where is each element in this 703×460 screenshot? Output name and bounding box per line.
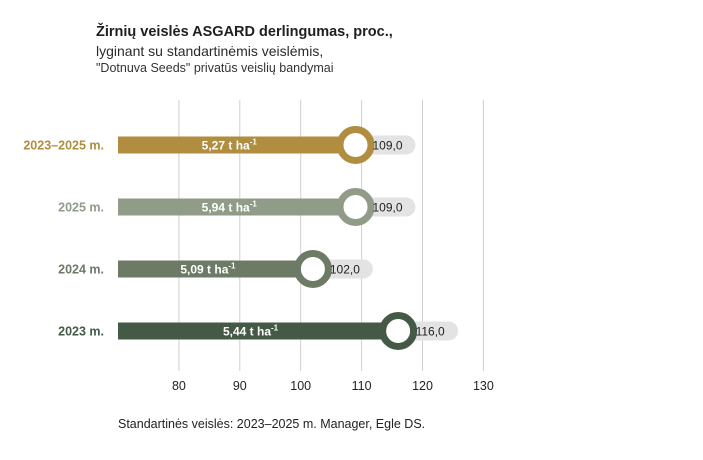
bars — [118, 126, 459, 350]
value-label: 102,0 — [330, 263, 360, 277]
unit-superscript: -1 — [228, 262, 236, 271]
bar-yield-label: 5,44 t ha-1 — [223, 324, 279, 339]
unit-superscript: -1 — [250, 200, 258, 209]
unit-superscript: -1 — [250, 138, 258, 147]
x-tick-label: 100 — [290, 379, 311, 393]
chart-title: Žirnių veislės ASGARD derlingumas, proc.… — [96, 24, 393, 40]
footnote: Standartinės veislės: 2023–2025 m. Manag… — [118, 417, 426, 431]
bar-yield-value: 5,94 t ha — [202, 201, 250, 215]
x-tick-label: 80 — [172, 379, 186, 393]
value-marker-ring — [336, 188, 375, 226]
bar — [118, 136, 356, 154]
value-marker-ring — [379, 312, 418, 350]
bar-yield-value: 5,27 t ha — [202, 139, 250, 153]
x-tick-label: 90 — [233, 379, 247, 393]
x-tick-label: 130 — [473, 379, 494, 393]
bar-yield-value: 5,09 t ha — [180, 263, 228, 277]
y-axis-label: 2024 m. — [58, 263, 104, 277]
value-marker-ring — [293, 250, 332, 288]
y-axis-label: 2023 m. — [58, 325, 104, 339]
bar-yield-value: 5,44 t ha — [223, 325, 271, 339]
bar — [118, 260, 313, 278]
value-label: 109,0 — [372, 201, 402, 215]
bar-yield-label: 5,27 t ha-1 — [202, 138, 258, 153]
y-axis-label: 2023–2025 m. — [23, 139, 104, 153]
unit-superscript: -1 — [271, 324, 279, 333]
chart-subtitle: lyginant su standartinėmis veislėmis, — [96, 43, 324, 59]
x-tick-label: 110 — [352, 379, 372, 393]
chart-source-note: "Dotnuva Seeds" privatūs veislių bandyma… — [96, 61, 334, 75]
value-label: 116,0 — [416, 325, 445, 339]
value-marker-ring — [336, 126, 375, 164]
bar — [118, 322, 399, 340]
bar-yield-label: 5,09 t ha-1 — [180, 262, 236, 277]
y-axis-label: 2025 m. — [58, 201, 104, 215]
x-tick-label: 120 — [412, 379, 433, 393]
bar-yield-label: 5,94 t ha-1 — [202, 200, 258, 215]
x-axis-ticks: 80 90 100 110 120 130 — [172, 379, 494, 393]
value-label: 109,0 — [372, 139, 402, 153]
bar — [118, 198, 356, 216]
